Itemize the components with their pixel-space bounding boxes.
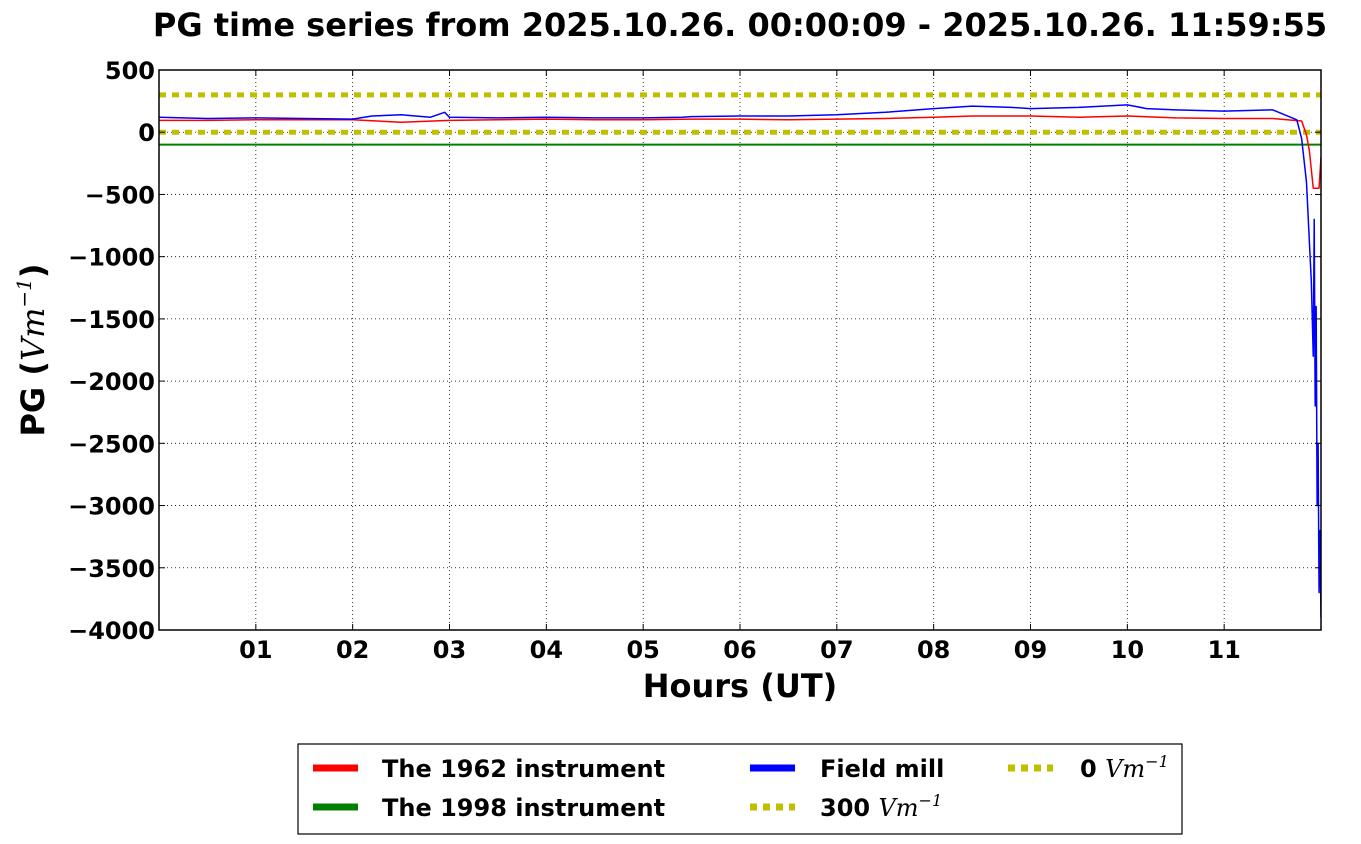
y-axis-label-unit: Vm bbox=[14, 308, 52, 361]
legend-label-300-prefix: 300 bbox=[820, 794, 878, 822]
legend-label-1962-instrument: The 1962 instrument bbox=[382, 755, 665, 783]
x-tick-label: 02 bbox=[336, 636, 369, 664]
y-tick-label: −3000 bbox=[68, 493, 155, 521]
legend-label-1998-instrument: The 1998 instrument bbox=[382, 794, 665, 822]
legend-label-0-exponent: −1 bbox=[1145, 752, 1169, 771]
x-tick-label: 01 bbox=[239, 636, 272, 664]
y-axis-label: PG (Vm−1) bbox=[12, 263, 52, 436]
x-tick-label: 03 bbox=[433, 636, 466, 664]
series-line-field-mill bbox=[159, 104, 1321, 618]
y-axis-label-prefix: PG ( bbox=[14, 361, 52, 436]
legend-label-field-mill: Field mill bbox=[820, 755, 944, 783]
x-tick-label: 10 bbox=[1111, 636, 1144, 664]
legend-label-0-prefix: 0 bbox=[1080, 755, 1105, 783]
legend-label-300-vm: 300 Vm−1 bbox=[820, 791, 942, 822]
x-tick-label: 06 bbox=[723, 636, 756, 664]
chart-title: PG time series from 2025.10.26. 00:00:09… bbox=[153, 6, 1327, 44]
legend: The 1962 instrument The 1998 instrument … bbox=[297, 743, 1183, 835]
x-tick-label: 05 bbox=[626, 636, 659, 664]
x-tick-label: 11 bbox=[1207, 636, 1240, 664]
legend-label-0-unit: Vm bbox=[1105, 755, 1145, 783]
y-axis-label-suffix: ) bbox=[14, 263, 52, 278]
y-axis-label-exponent: −1 bbox=[12, 278, 36, 307]
legend-label-0-vm: 0 Vm−1 bbox=[1080, 752, 1169, 783]
legend-label-300-unit: Vm bbox=[878, 794, 918, 822]
y-tick-label: −2500 bbox=[68, 430, 155, 458]
x-axis-label: Hours (UT) bbox=[643, 667, 838, 705]
y-tick-label: −500 bbox=[85, 181, 155, 209]
y-tick-label: −2000 bbox=[68, 368, 155, 396]
y-tick-label: 500 bbox=[105, 57, 155, 85]
y-axis-ticks: 500 0 −500 −1000 −1500 −2000 −2500 −3000 −3500 −4… bbox=[68, 57, 1321, 645]
y-tick-label: −1000 bbox=[68, 244, 155, 272]
x-tick-label: 04 bbox=[530, 636, 563, 664]
series-line-1962-instrument bbox=[159, 115, 1321, 189]
x-tick-label: 07 bbox=[820, 636, 853, 664]
series-layer bbox=[159, 92, 1321, 618]
x-tick-label: 08 bbox=[917, 636, 950, 664]
y-tick-label: −4000 bbox=[68, 617, 155, 645]
y-tick-label: −1500 bbox=[68, 306, 155, 334]
x-axis-ticks: 01 02 03 04 05 06 07 08 09 10 11 bbox=[239, 70, 1241, 664]
y-tick-label: −3500 bbox=[68, 555, 155, 583]
y-tick-label: 0 bbox=[138, 119, 155, 147]
x-tick-label: 09 bbox=[1014, 636, 1047, 664]
legend-frame bbox=[297, 743, 1183, 835]
legend-label-300-exponent: −1 bbox=[919, 791, 943, 810]
